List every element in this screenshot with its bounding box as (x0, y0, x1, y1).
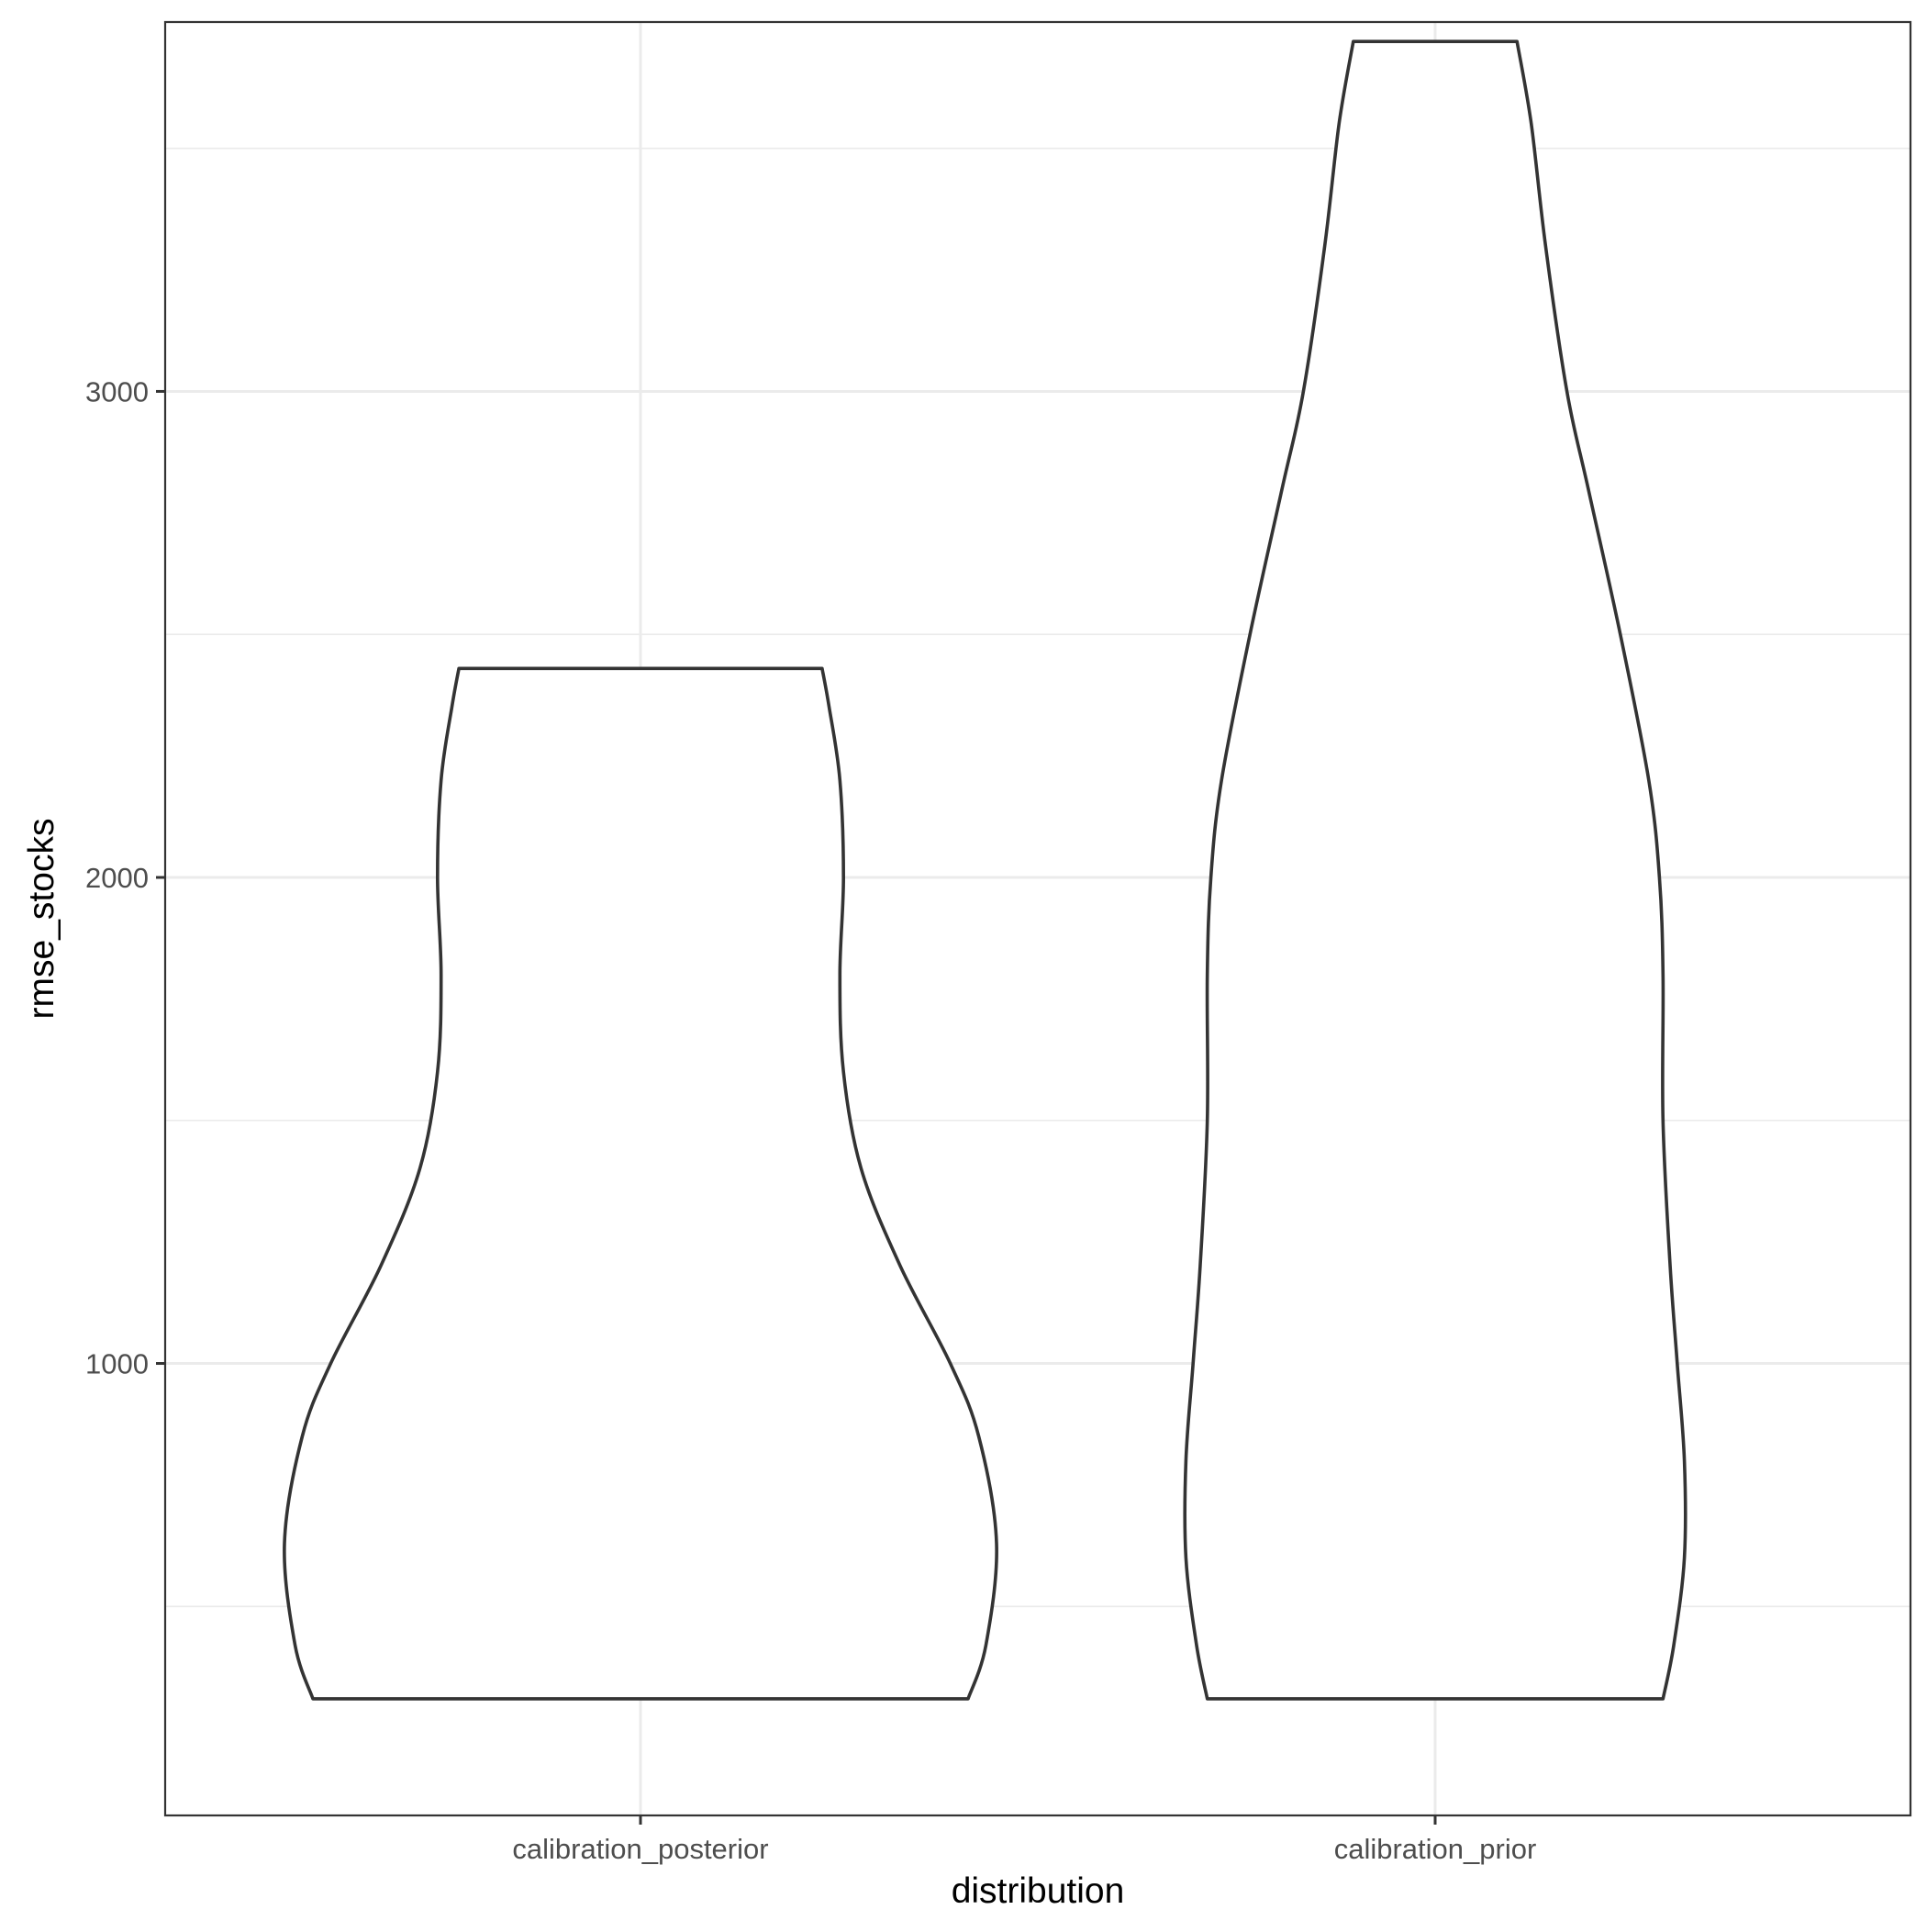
violin-layer (283, 39, 1688, 1701)
x-tick-label: calibration_prior (1334, 1833, 1537, 1865)
axis-layer: 1000 2000 3000 calibration_posterior calibra… (85, 375, 1536, 1865)
violin-calibration-posterior (283, 666, 998, 1701)
y-tick-label: 2000 (85, 862, 149, 894)
violin-calibration-prior (1183, 39, 1688, 1701)
x-axis-title: distribution (952, 1871, 1125, 1911)
x-tick-label: calibration_posterior (512, 1833, 768, 1865)
panel-border (163, 20, 1912, 1817)
y-axis-title: rmse_stocks (22, 819, 61, 1020)
y-tick-label: 1000 (85, 1348, 149, 1380)
y-tick-label: 3000 (85, 375, 149, 408)
